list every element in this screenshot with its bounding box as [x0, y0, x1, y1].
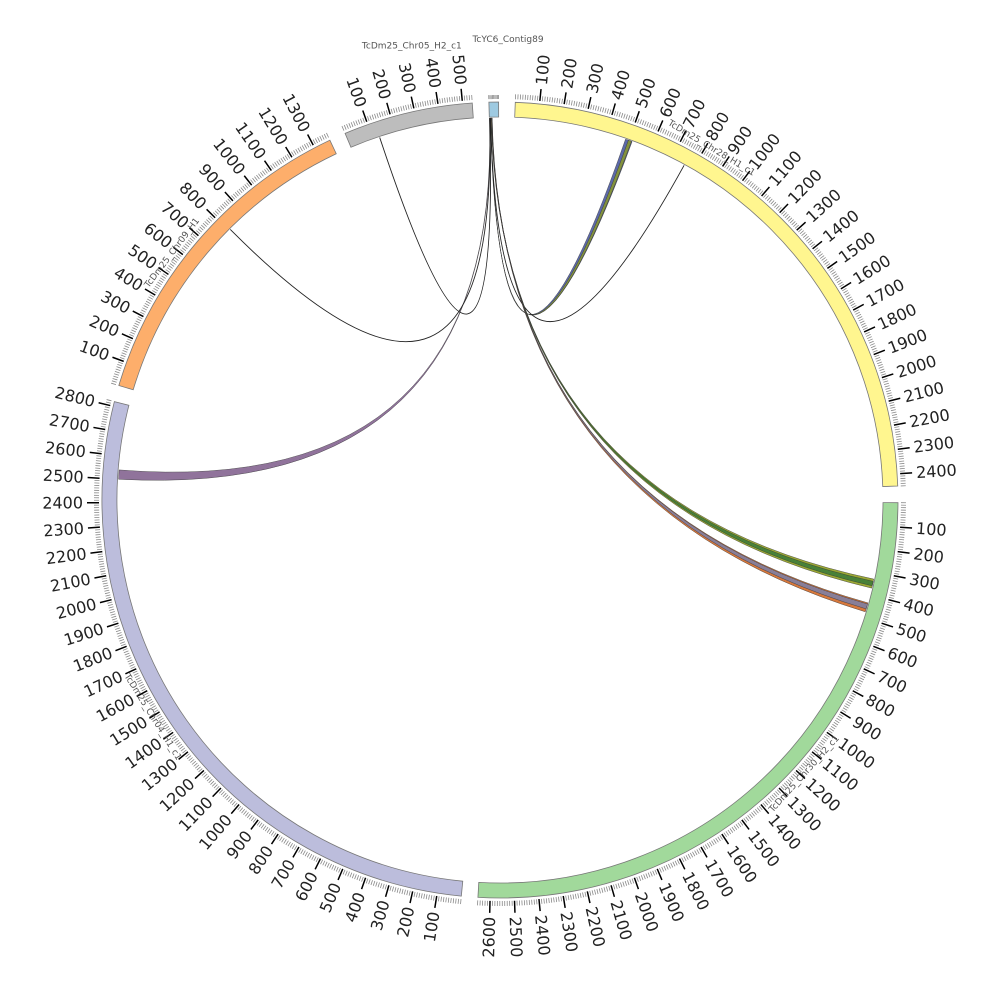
tick-label-chr04-2500: 2500	[42, 466, 84, 487]
link-ribbon-6	[491, 117, 868, 610]
tick-label-chr05-100: 100	[342, 75, 370, 110]
tick-label-chr04-100: 100	[420, 910, 444, 943]
tick-label-chr30-300: 300	[908, 569, 942, 593]
tick-label-chr30-2600: 2600	[479, 917, 499, 958]
tick-label-chr28-2000: 2000	[894, 351, 939, 382]
tick-label-chr28-2100: 2100	[902, 378, 946, 406]
tick-label-chr30-2000: 2000	[631, 890, 663, 935]
tick-label-chr28-100: 100	[532, 54, 554, 86]
segments-layer	[101, 101, 899, 899]
tick-label-chr28-2300: 2300	[912, 433, 955, 457]
tick-label-chr28-400: 400	[607, 68, 634, 103]
tick-label-chr30-2400: 2400	[531, 914, 554, 956]
link-line-2	[490, 118, 685, 323]
tick-label-chr04-700: 700	[267, 856, 299, 892]
tick-label-chr04-2300: 2300	[43, 519, 85, 541]
tick-label-chr09-300: 300	[98, 287, 134, 318]
tick-label-chr05-500: 500	[448, 54, 470, 86]
tick-label-chr04-2000: 2000	[54, 594, 98, 623]
tick-label-chr28-500: 500	[632, 75, 660, 110]
tick-label-chr04-2700: 2700	[48, 410, 91, 436]
tick-label-chr30-2100: 2100	[606, 898, 636, 942]
tick-label-chr05-400: 400	[421, 56, 444, 89]
tick-label-chr28-1900: 1900	[885, 325, 930, 357]
major-ticks	[87, 88, 913, 913]
link-ribbon-0	[490, 117, 633, 316]
tick-label-chr30-600: 600	[885, 643, 920, 672]
segment-name-contig89: TcYC6_Contig89	[471, 35, 543, 45]
tick-label-chr04-500: 500	[316, 880, 345, 916]
tick-label-chr04-300: 300	[367, 898, 394, 933]
link-line-8	[229, 118, 491, 342]
tick-label-chr05-300: 300	[395, 61, 420, 95]
tick-label-chr09-400: 400	[110, 263, 146, 295]
tick-label-chr30-2300: 2300	[556, 910, 581, 953]
tick-label-chr04-2100: 2100	[49, 569, 93, 595]
tick-label-chr04-400: 400	[341, 890, 369, 925]
links-layer	[118, 117, 874, 613]
tick-label-chr04-2200: 2200	[45, 544, 88, 568]
ticks-layer: 100 200 300 4005006007008009001000110012001…	[42, 54, 957, 958]
link-ribbon-1	[490, 117, 632, 316]
tick-label-chr04-2400: 2400	[42, 493, 83, 512]
tick-label-chr04-2600: 2600	[44, 438, 87, 462]
tick-label-chr28-2200: 2200	[908, 405, 952, 431]
tick-label-chr09-100: 100	[77, 336, 112, 364]
tick-label-chr28-200: 200	[557, 57, 581, 90]
tick-label-chr09-200: 200	[86, 311, 122, 341]
segment-chr28	[514, 101, 899, 487]
tick-label-chr28-300: 300	[582, 61, 607, 95]
tick-label-chr04-2800: 2800	[53, 383, 97, 411]
tick-label-chr28-600: 600	[656, 85, 686, 121]
tick-label-chr30-700: 700	[874, 667, 910, 697]
tick-label-chr30-2500: 2500	[506, 916, 526, 957]
link-ribbon-3	[490, 117, 874, 589]
link-ribbon-7	[118, 117, 491, 481]
tick-label-chr30-400: 400	[902, 594, 936, 620]
segment-contig89	[488, 101, 500, 118]
tick-label-chr30-500: 500	[894, 619, 929, 646]
tick-label-chr04-600: 600	[291, 869, 322, 905]
tick-label-chr05-200: 200	[368, 67, 395, 102]
segment-name-chr05: TcDm25_Chr05_H2_c1	[361, 41, 462, 51]
tick-label-chr30-2200: 2200	[582, 905, 609, 949]
link-line-9	[379, 118, 492, 315]
tick-label-chr30-100: 100	[915, 519, 947, 540]
tick-label-chr04-200: 200	[393, 905, 418, 939]
segment-chr30	[477, 502, 899, 899]
tick-label-chr28-2400: 2400	[915, 460, 957, 482]
tick-label-chr30-200: 200	[912, 544, 945, 567]
segment-chr09	[118, 139, 337, 391]
minor-ticks	[94, 94, 906, 906]
segment-chr05	[344, 102, 474, 148]
tick-label-chr04-1900: 1900	[62, 619, 107, 650]
segment-chr04	[101, 401, 464, 897]
